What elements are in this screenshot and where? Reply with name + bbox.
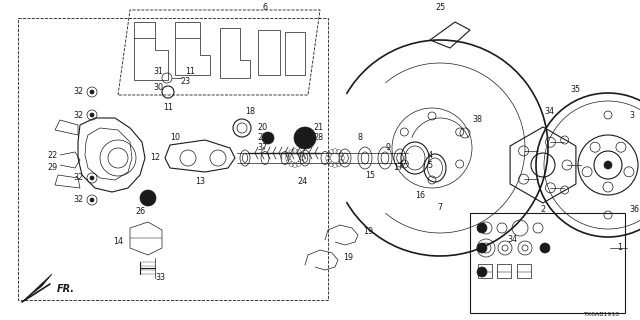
Text: TX6AB1910: TX6AB1910 bbox=[584, 311, 620, 316]
Bar bbox=[470, 213, 625, 313]
Text: 11: 11 bbox=[185, 68, 195, 76]
Circle shape bbox=[262, 132, 274, 144]
Text: 19: 19 bbox=[343, 253, 353, 262]
Bar bbox=[478, 264, 492, 278]
Text: 17: 17 bbox=[393, 164, 403, 172]
Circle shape bbox=[90, 176, 94, 180]
Text: 32: 32 bbox=[73, 87, 83, 97]
Circle shape bbox=[90, 198, 94, 202]
Text: 1: 1 bbox=[618, 244, 623, 252]
Text: 29: 29 bbox=[47, 164, 57, 172]
Text: 10: 10 bbox=[170, 133, 180, 142]
Text: 11: 11 bbox=[163, 103, 173, 113]
Text: 26: 26 bbox=[135, 207, 145, 217]
Text: 23: 23 bbox=[180, 77, 190, 86]
Text: 32: 32 bbox=[73, 173, 83, 182]
Text: 12: 12 bbox=[150, 154, 160, 163]
Circle shape bbox=[90, 113, 94, 117]
Text: 34: 34 bbox=[544, 108, 554, 116]
Text: 14: 14 bbox=[113, 237, 123, 246]
Text: 20: 20 bbox=[257, 124, 267, 132]
Circle shape bbox=[140, 190, 156, 206]
Bar bbox=[497, 264, 511, 278]
Text: FR.: FR. bbox=[57, 284, 75, 294]
Text: 32: 32 bbox=[73, 196, 83, 204]
Text: 8: 8 bbox=[358, 133, 362, 142]
Text: 24: 24 bbox=[297, 178, 307, 187]
Text: 33: 33 bbox=[155, 274, 165, 283]
Text: 13: 13 bbox=[195, 178, 205, 187]
Circle shape bbox=[540, 243, 550, 253]
Circle shape bbox=[294, 127, 316, 149]
Text: 18: 18 bbox=[245, 108, 255, 116]
Circle shape bbox=[604, 161, 612, 169]
Polygon shape bbox=[22, 274, 52, 302]
Text: 19: 19 bbox=[363, 228, 373, 236]
Text: 35: 35 bbox=[570, 85, 580, 94]
Text: 31: 31 bbox=[153, 68, 163, 76]
Text: 30: 30 bbox=[153, 84, 163, 92]
Text: 21: 21 bbox=[313, 124, 323, 132]
Text: 6: 6 bbox=[262, 4, 268, 12]
Bar bbox=[517, 264, 531, 278]
Text: 37: 37 bbox=[257, 143, 267, 153]
Circle shape bbox=[477, 223, 487, 233]
Text: 3: 3 bbox=[630, 110, 634, 119]
Circle shape bbox=[477, 243, 487, 253]
Text: 9: 9 bbox=[385, 143, 390, 153]
Text: 15: 15 bbox=[365, 171, 375, 180]
Text: 27: 27 bbox=[257, 133, 267, 142]
Text: 32: 32 bbox=[73, 110, 83, 119]
Text: 7: 7 bbox=[437, 204, 443, 212]
Text: 16: 16 bbox=[415, 190, 425, 199]
Text: 22: 22 bbox=[47, 150, 57, 159]
Text: 34: 34 bbox=[507, 236, 517, 244]
Circle shape bbox=[477, 267, 487, 277]
Text: 36: 36 bbox=[629, 205, 639, 214]
Text: 5: 5 bbox=[428, 161, 433, 170]
Text: 25: 25 bbox=[435, 4, 445, 12]
Text: 2: 2 bbox=[540, 205, 545, 214]
Text: 38: 38 bbox=[472, 116, 482, 124]
Circle shape bbox=[90, 90, 94, 94]
Text: 28: 28 bbox=[313, 133, 323, 142]
Text: 4: 4 bbox=[428, 150, 433, 159]
